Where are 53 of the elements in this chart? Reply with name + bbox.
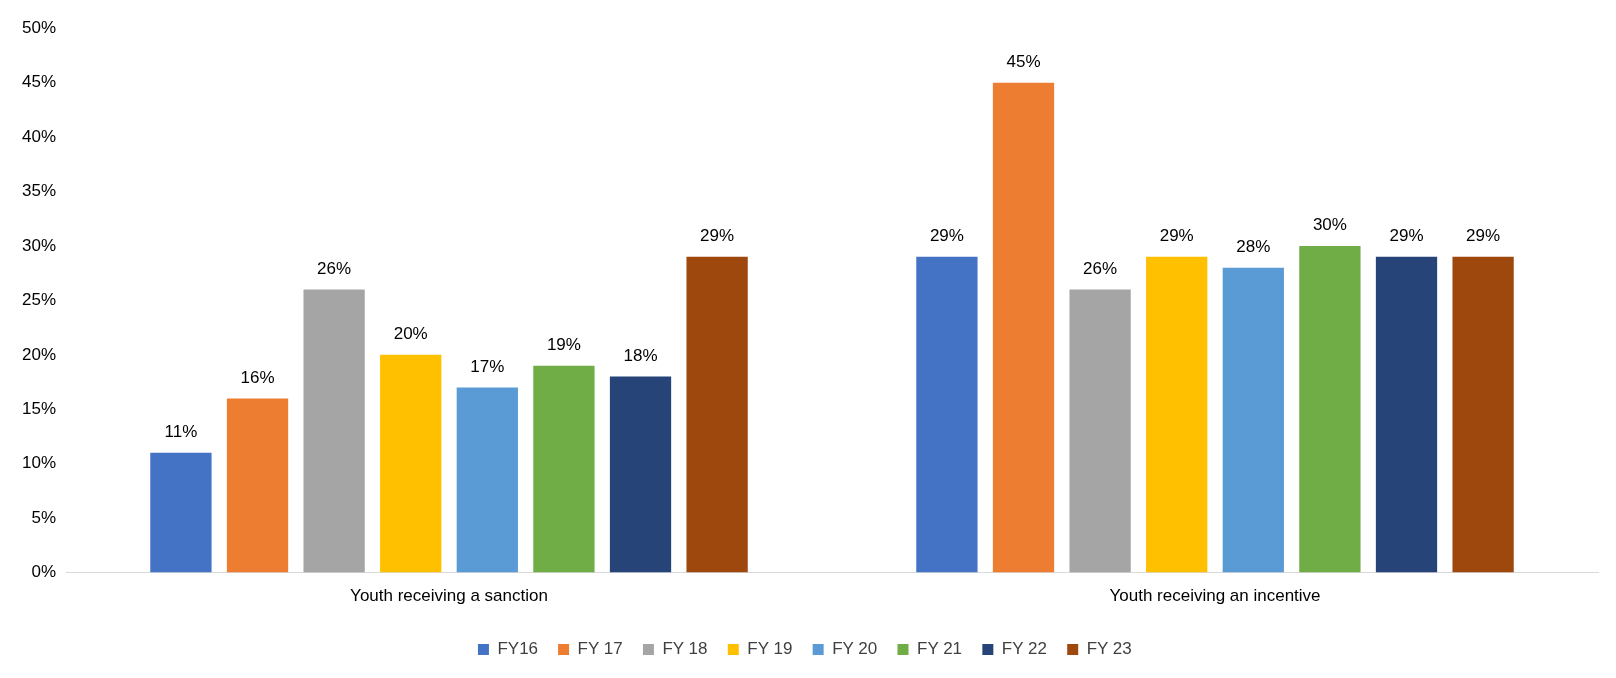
data-label: 18% [623, 345, 658, 365]
data-label: 29% [1159, 226, 1194, 246]
bar [992, 82, 1055, 573]
data-label: 29% [700, 226, 735, 246]
y-tick-label: 10% [21, 453, 57, 473]
y-tick-label: 35% [21, 181, 57, 201]
x-tick-label: Youth receiving a sanction [350, 586, 548, 606]
bar [1452, 256, 1514, 573]
bar [1069, 289, 1131, 573]
bar [609, 376, 672, 573]
bar [1299, 245, 1361, 573]
bar [226, 398, 289, 573]
data-label: 17% [470, 356, 505, 376]
bar [303, 289, 365, 573]
data-label: 26% [1083, 258, 1118, 278]
data-label: 45% [1006, 51, 1041, 71]
data-label: 26% [317, 258, 352, 278]
data-label: 19% [546, 334, 581, 354]
y-tick-label: 15% [21, 398, 57, 418]
y-tick-label: 50% [21, 17, 57, 37]
legend-label: FY 19 [747, 639, 793, 659]
legend-label: FY 20 [832, 639, 878, 659]
bar [380, 354, 442, 573]
legend-label: FY16 [497, 639, 539, 659]
legend-label: FY 18 [662, 639, 708, 659]
bar [456, 387, 518, 573]
bar [686, 256, 748, 573]
data-label: 16% [240, 367, 275, 387]
data-label: 28% [1236, 236, 1271, 256]
data-label: 20% [393, 324, 428, 344]
bar [150, 452, 212, 573]
y-tick-label: 0% [31, 562, 57, 582]
data-label: 29% [1466, 226, 1501, 246]
x-tick-label: Youth receiving an incentive [1109, 586, 1321, 606]
y-tick-label: 20% [21, 344, 57, 364]
legend-label: FY 17 [577, 639, 623, 659]
legend-label: FY 21 [916, 639, 963, 659]
bar [533, 365, 595, 573]
y-tick-label: 45% [21, 72, 57, 92]
y-tick-label: 30% [21, 235, 57, 255]
bar [1222, 267, 1284, 573]
data-label: 30% [1312, 215, 1347, 235]
legend-label: FY 22 [1001, 639, 1047, 659]
legend-label: FY 23 [1086, 639, 1132, 659]
y-tick-label: 25% [21, 290, 57, 310]
y-tick-label: 5% [31, 507, 57, 527]
data-label: 11% [164, 422, 198, 442]
bar [1146, 256, 1208, 573]
data-label: 29% [1389, 226, 1424, 246]
data-label: 29% [929, 226, 964, 246]
y-tick-label: 40% [21, 126, 57, 146]
bar [1375, 256, 1438, 573]
bar [916, 256, 978, 573]
